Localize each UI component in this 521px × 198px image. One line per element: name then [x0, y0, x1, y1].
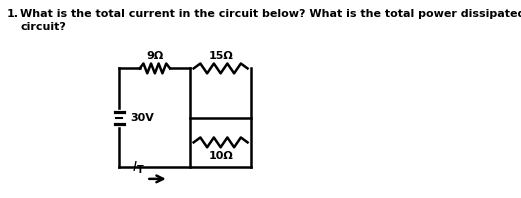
Text: 10Ω: 10Ω — [208, 151, 233, 161]
Text: $\mathit{I}_\mathregular{T}$: $\mathit{I}_\mathregular{T}$ — [132, 160, 144, 176]
Text: What is the total current in the circuit below? What is the total power dissipat: What is the total current in the circuit… — [20, 9, 521, 19]
Text: 30V: 30V — [130, 113, 154, 123]
Text: circuit?: circuit? — [20, 22, 66, 32]
Text: 15Ω: 15Ω — [208, 50, 233, 61]
Text: 1.: 1. — [7, 9, 19, 19]
Text: 9Ω: 9Ω — [146, 50, 164, 61]
